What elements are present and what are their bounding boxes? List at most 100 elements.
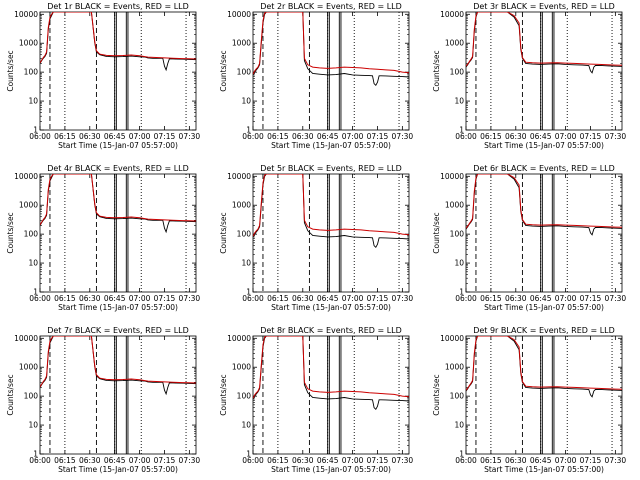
x-tick-label: 06:00 xyxy=(242,456,264,465)
x-tick-label: 06:00 xyxy=(455,132,477,141)
x-tick-label: 07:15 xyxy=(154,456,176,465)
x-tick-label: 07:30 xyxy=(392,132,414,141)
panel-4: Det 4r BLACK = Events, RED = LLD 1 10 100 10… xyxy=(6,164,200,312)
plot-frame xyxy=(39,11,197,131)
plot-frame xyxy=(252,173,410,293)
x-tick-label: 07:00 xyxy=(342,294,364,303)
y-tick-label: 1 xyxy=(33,450,38,459)
y-axis-label: Counts/sec xyxy=(6,212,15,253)
x-tick-label: 06:15 xyxy=(267,132,289,141)
x-axis-label: Start Time (15-Jan-07 05:57:00) xyxy=(58,141,178,150)
x-tick-label: 06:15 xyxy=(267,294,289,303)
series-events-line xyxy=(253,174,409,249)
series-events-line xyxy=(40,12,196,72)
y-tick-label: 100 xyxy=(450,230,465,239)
x-tick-label: 07:15 xyxy=(367,456,389,465)
y-tick-label: 10000 xyxy=(440,10,464,19)
series-events-line xyxy=(40,174,196,234)
x-tick-label: 06:45 xyxy=(104,294,126,303)
series-lld-line xyxy=(466,12,622,67)
x-tick-label: 06:00 xyxy=(29,132,51,141)
x-tick-label: 06:45 xyxy=(317,456,339,465)
x-tick-label: 07:30 xyxy=(179,456,201,465)
y-tick-label: 10000 xyxy=(227,172,251,181)
y-tick-label: 10 xyxy=(454,97,464,106)
y-tick-label: 1 xyxy=(33,126,38,135)
y-tick-label: 1000 xyxy=(445,201,464,210)
y-tick-label: 1000 xyxy=(19,39,38,48)
y-axis-label: Counts/sec xyxy=(6,374,15,415)
x-axis-label: Start Time (15-Jan-07 05:57:00) xyxy=(271,141,391,150)
y-tick-label: 1000 xyxy=(445,363,464,372)
x-tick-label: 07:00 xyxy=(555,456,577,465)
x-tick-label: 06:15 xyxy=(54,456,76,465)
x-tick-label: 06:45 xyxy=(530,456,552,465)
panel-7: Det 7r BLACK = Events, RED = LLD 1 10 100 10… xyxy=(6,326,200,474)
y-tick-label: 1 xyxy=(246,450,251,459)
series-lld-line xyxy=(253,12,409,75)
y-tick-label: 100 xyxy=(24,392,39,401)
panel-2: Det 2r BLACK = Events, RED = LLD 1 10 100 10… xyxy=(219,2,413,150)
y-tick-label: 100 xyxy=(237,230,252,239)
x-tick-label: 06:15 xyxy=(480,132,502,141)
y-tick-label: 100 xyxy=(450,392,465,401)
y-tick-label: 10000 xyxy=(14,334,38,343)
x-tick-label: 07:30 xyxy=(605,294,627,303)
x-tick-label: 07:00 xyxy=(129,456,151,465)
y-tick-label: 100 xyxy=(237,392,252,401)
x-tick-label: 06:00 xyxy=(242,132,264,141)
y-tick-label: 1 xyxy=(33,288,38,297)
y-tick-label: 1000 xyxy=(19,363,38,372)
y-tick-label: 10 xyxy=(454,259,464,268)
x-axis-label: Start Time (15-Jan-07 05:57:00) xyxy=(484,303,604,312)
x-tick-label: 07:15 xyxy=(580,132,602,141)
y-tick-label: 10000 xyxy=(227,10,251,19)
x-tick-label: 06:45 xyxy=(104,456,126,465)
plot-frame xyxy=(252,335,410,455)
y-tick-label: 1000 xyxy=(232,201,251,210)
x-tick-label: 07:15 xyxy=(580,294,602,303)
x-tick-label: 06:15 xyxy=(54,294,76,303)
y-tick-label: 1000 xyxy=(232,363,251,372)
y-tick-label: 100 xyxy=(24,230,39,239)
x-axis-label: Start Time (15-Jan-07 05:57:00) xyxy=(271,465,391,474)
x-tick-label: 06:30 xyxy=(79,456,101,465)
x-tick-label: 06:00 xyxy=(242,294,264,303)
panel-title: Det 7r BLACK = Events, RED = LLD xyxy=(47,326,189,335)
y-tick-label: 10 xyxy=(28,259,38,268)
series-events-line xyxy=(253,12,409,87)
y-tick-label: 10 xyxy=(241,259,251,268)
series-events-line xyxy=(466,174,622,236)
series-lld-line xyxy=(40,336,196,388)
panel-title: Det 8r BLACK = Events, RED = LLD xyxy=(260,326,402,335)
series-events-line xyxy=(253,336,409,411)
x-tick-label: 06:15 xyxy=(267,456,289,465)
y-tick-label: 1 xyxy=(459,126,464,135)
x-tick-label: 06:00 xyxy=(455,456,477,465)
panel-5: Det 5r BLACK = Events, RED = LLD 1 10 100 10… xyxy=(219,164,413,312)
x-tick-label: 06:00 xyxy=(29,294,51,303)
y-tick-label: 10000 xyxy=(14,172,38,181)
plot-frame xyxy=(465,335,623,455)
plot-frame xyxy=(39,173,197,293)
panel-9: Det 9r BLACK = Events, RED = LLD 1 10 100 10… xyxy=(432,326,626,474)
panel-title: Det 6r BLACK = Events, RED = LLD xyxy=(473,164,615,173)
x-tick-label: 07:30 xyxy=(179,294,201,303)
x-tick-label: 06:45 xyxy=(530,294,552,303)
plot-frame xyxy=(465,173,623,293)
y-tick-label: 100 xyxy=(24,68,39,77)
x-tick-label: 06:15 xyxy=(54,132,76,141)
y-axis-label: Counts/sec xyxy=(6,50,15,91)
y-axis-label: Counts/sec xyxy=(219,50,228,91)
x-tick-label: 06:30 xyxy=(505,294,527,303)
x-tick-label: 06:45 xyxy=(104,132,126,141)
panel-title: Det 3r BLACK = Events, RED = LLD xyxy=(473,2,615,11)
panel-6: Det 6r BLACK = Events, RED = LLD 1 10 100 10… xyxy=(432,164,626,312)
x-tick-label: 07:30 xyxy=(392,294,414,303)
y-tick-label: 1 xyxy=(246,126,251,135)
series-lld-line xyxy=(253,336,409,399)
series-events-line xyxy=(466,336,622,398)
y-tick-label: 10 xyxy=(241,97,251,106)
x-tick-label: 07:30 xyxy=(392,456,414,465)
